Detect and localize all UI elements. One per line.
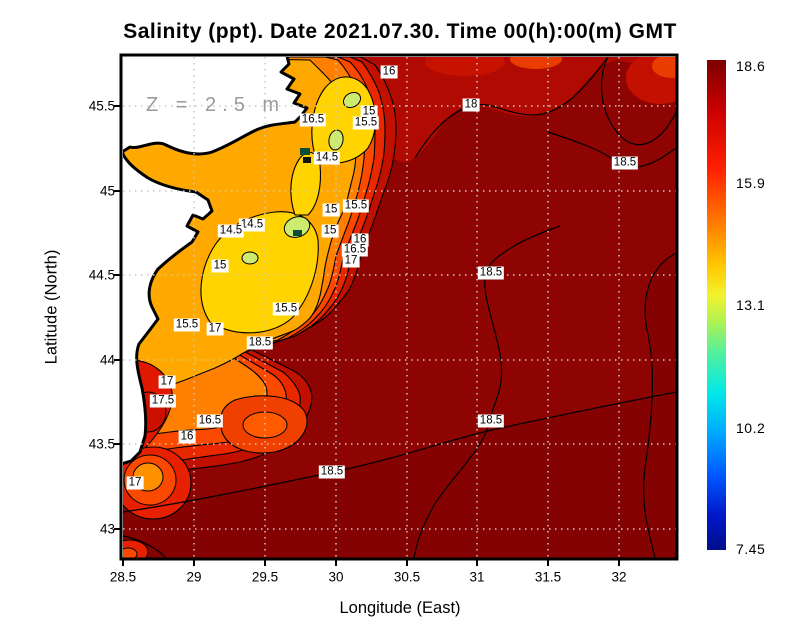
contour-label: 17.5 <box>149 394 177 408</box>
chart-title: Salinity (ppt). Date 2021.07.30. Time 00… <box>123 20 677 43</box>
grid <box>123 57 676 558</box>
river-mouth-patch <box>293 230 302 236</box>
contour-label: 18 <box>462 98 480 112</box>
high-salinity-region-east <box>643 253 676 558</box>
contour-label: 16.5 <box>341 243 369 257</box>
contour-label: 14.5 <box>217 224 245 238</box>
top-salinity-strip <box>123 57 676 162</box>
y-tick: 45.5 <box>88 98 115 114</box>
plot-border <box>119 53 679 561</box>
y-tick: 44.5 <box>88 267 115 283</box>
contour-label: 18.5 <box>477 414 505 428</box>
contour-label: 15 <box>322 203 340 217</box>
y-axis-label: Latitude (North) <box>42 249 61 365</box>
land-mass-coastline <box>123 57 309 466</box>
contour-label: 15.5 <box>272 302 300 316</box>
bottom-lobe-core <box>242 411 288 439</box>
x-tick: 31 <box>469 569 485 585</box>
contour-label: 15.5 <box>342 199 370 213</box>
contour-label: 15 <box>211 259 229 273</box>
axis-ticks <box>114 105 620 566</box>
fresh-patch <box>342 91 362 109</box>
colorbar-tick: 18.6 <box>736 58 766 74</box>
colorbar-tick: 10.2 <box>736 420 766 436</box>
contour-label: 18.5 <box>318 465 346 479</box>
x-tick: 28.5 <box>109 569 137 585</box>
contour-label: 14.5 <box>313 151 341 165</box>
colorbar-tick: 15.9 <box>736 175 766 191</box>
fresh-patch <box>283 216 311 238</box>
x-tick: 32 <box>611 569 627 585</box>
y-tick: 44 <box>99 352 115 368</box>
contour-label: 15 <box>321 224 339 238</box>
salinity-field <box>123 57 676 558</box>
x-tick: 31.5 <box>534 569 562 585</box>
depth-annotation: Z = 2.5 m <box>146 94 286 116</box>
x-tick: 30 <box>328 569 344 585</box>
high-salinity-region <box>123 392 676 558</box>
plume-core-coastal <box>290 151 322 216</box>
contour-label: 17 <box>342 254 360 268</box>
contour-label: 15.5 <box>352 116 380 130</box>
contour-label: 18.5 <box>477 266 505 280</box>
colorbar-tick: 13.1 <box>736 297 766 313</box>
contour-label: 15 <box>360 105 378 119</box>
corner-eddy-core <box>123 547 138 558</box>
x-tick: 30.5 <box>393 569 421 585</box>
contour-label: 15.5 <box>173 318 201 332</box>
colorbar <box>707 60 726 550</box>
y-tick: 43.5 <box>88 436 115 452</box>
bright-spot <box>652 57 676 78</box>
contour-label: 16.5 <box>196 414 224 428</box>
contour-label: 16 <box>178 430 196 444</box>
contour-label: 16 <box>380 65 398 79</box>
contour-label: 17 <box>126 476 144 490</box>
x-tick: 29.5 <box>251 569 279 585</box>
contour-label: 17 <box>158 375 176 389</box>
fresh-patch <box>241 251 259 265</box>
river-mouth-patch <box>300 148 310 155</box>
contour-label: 16.5 <box>299 113 327 127</box>
bright-spot <box>510 57 562 69</box>
y-tick: 45 <box>99 183 115 199</box>
x-axis-label: Longitude (East) <box>339 599 461 617</box>
contour-label: 17 <box>206 322 224 336</box>
fresh-patch <box>328 129 344 151</box>
x-tick: 29 <box>186 569 202 585</box>
contour-label: 18.5 <box>246 336 274 350</box>
contour-label: 18.5 <box>611 156 639 170</box>
colorbar-tick: 7.45 <box>736 541 766 557</box>
contour-label: 14.5 <box>238 218 266 232</box>
river-mouth-patch <box>303 157 311 163</box>
bright-spot <box>425 57 505 76</box>
contour-label: 16 <box>351 233 369 247</box>
y-tick: 43 <box>99 521 115 537</box>
